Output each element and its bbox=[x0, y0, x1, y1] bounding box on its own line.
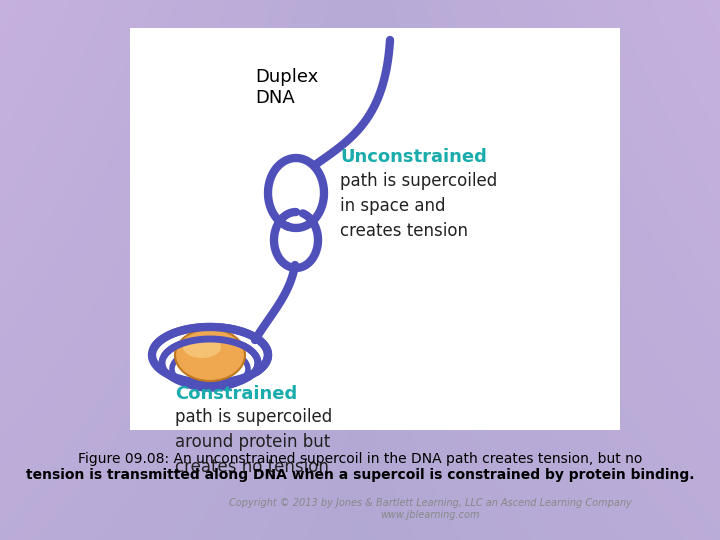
Text: www.jblearning.com: www.jblearning.com bbox=[380, 510, 480, 520]
Text: Figure 09.08: An unconstrained supercoil in the DNA path creates tension, but no: Figure 09.08: An unconstrained supercoil… bbox=[78, 452, 642, 466]
Bar bbox=[130, 28, 620, 430]
Ellipse shape bbox=[183, 336, 221, 358]
Text: Copyright © 2013 by Jones & Bartlett Learning, LLC an Ascend Learning Company: Copyright © 2013 by Jones & Bartlett Lea… bbox=[229, 498, 631, 508]
Ellipse shape bbox=[175, 329, 245, 381]
Text: Unconstrained: Unconstrained bbox=[340, 148, 487, 166]
Text: Duplex
DNA: Duplex DNA bbox=[255, 68, 318, 107]
Text: path is supercoiled
in space and
creates tension: path is supercoiled in space and creates… bbox=[340, 172, 498, 240]
Text: Constrained: Constrained bbox=[175, 385, 297, 403]
Text: path is supercoiled
around protein but
creates no tension: path is supercoiled around protein but c… bbox=[175, 408, 332, 476]
Text: tension is transmitted along DNA when a supercoil is constrained by protein bind: tension is transmitted along DNA when a … bbox=[26, 468, 694, 482]
